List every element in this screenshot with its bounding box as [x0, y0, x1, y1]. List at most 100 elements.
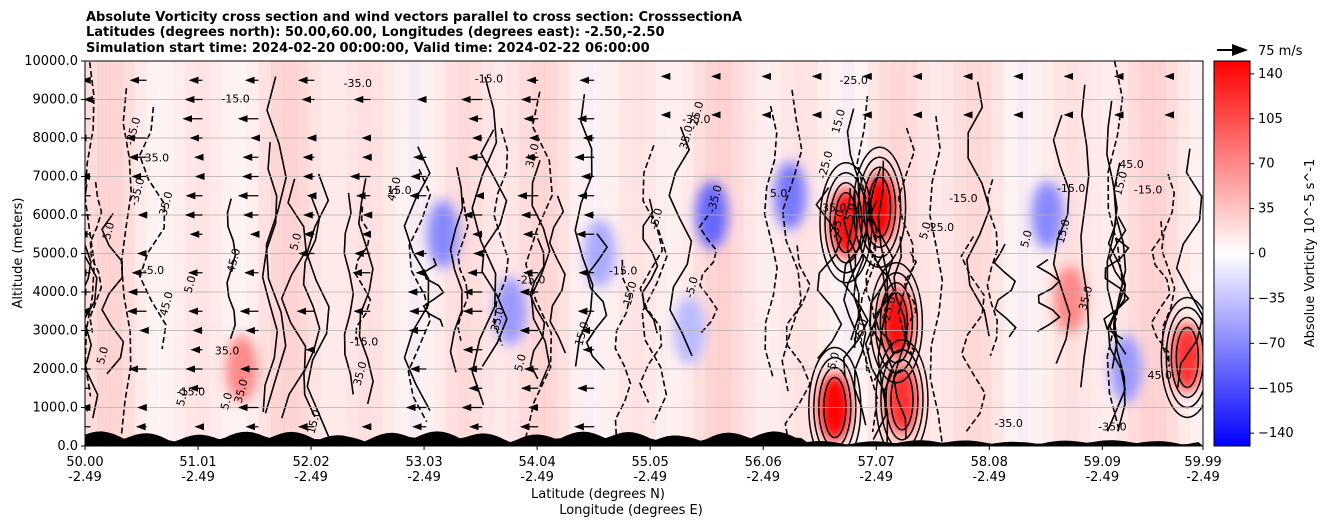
contour-loop: [857, 156, 902, 259]
chart-title-line-3: Simulation start time: 2024-02-20 00:00:…: [86, 41, 650, 56]
y-tick-label: 4000.0: [33, 285, 79, 300]
x-tick-label-lat: 54.04: [519, 455, 556, 470]
contour-label: 5.0: [917, 221, 934, 241]
colorbar: [1213, 60, 1251, 447]
contour-label: 35.0: [677, 124, 696, 151]
contour-labels: 45.035.035.0-35.0-15.045.05.035.0-15.015…: [94, 72, 1172, 435]
contour-line: [343, 192, 355, 395]
contour-line: [529, 238, 546, 380]
x-tick-label-lat: 59.09: [1084, 455, 1121, 470]
contour-label: -35.0: [1098, 420, 1126, 433]
contour-label: 5.0: [512, 353, 529, 373]
contour-loop: [1175, 326, 1200, 389]
x-tick-label-lat: 56.06: [745, 455, 782, 470]
contour-label: -5.0: [683, 275, 701, 299]
x-tick-label-lon: -2.49: [520, 470, 554, 485]
quiver-key-label: 75 m/s: [1258, 44, 1303, 59]
x-axis-label-latitude: Latitude (degrees N): [531, 487, 665, 502]
contour-loop: [875, 339, 929, 446]
contour-line: [842, 189, 869, 377]
colorbar-tick-label: −70: [1258, 336, 1285, 351]
y-tick-label: 9000.0: [33, 93, 79, 108]
contour-line: [407, 168, 432, 423]
colorbar-tick-label: 105: [1258, 112, 1283, 127]
contour-line: [456, 197, 469, 341]
contour-label: 35.0: [157, 190, 176, 217]
y-tick-label: 6000.0: [33, 208, 79, 223]
y-tick-label: 7000.0: [33, 170, 79, 185]
vorticity-hotspots: [225, 161, 1203, 442]
y-tick-label: 2000.0: [33, 362, 79, 377]
contour-loop: [1160, 296, 1203, 419]
contour-label: 45.0: [157, 290, 176, 317]
contour-line: [641, 145, 668, 424]
contour-line: [1035, 258, 1061, 333]
contour-label: 45.0: [224, 247, 243, 274]
x-tick-label-lon: -2.49: [68, 470, 102, 485]
contour-line: [781, 89, 803, 392]
vorticity-hotspot: [774, 161, 807, 230]
colorbar-tick-label: 35: [1258, 202, 1275, 217]
contour-label: 5.0: [94, 345, 111, 365]
contour-line: [993, 243, 1017, 338]
x-tick-label-lat: 57.07: [858, 455, 895, 470]
contour-line: [1175, 148, 1203, 388]
contour-label: -15.0: [221, 92, 249, 105]
colorbar-tick-label: −35: [1258, 291, 1285, 306]
contour-label: -25.0: [517, 273, 545, 286]
contour-label: 5.0: [1018, 229, 1035, 249]
x-tick-label-lat: 53.03: [405, 455, 442, 470]
contour-line: [89, 181, 103, 333]
contour-label: 5.0: [218, 391, 235, 411]
y-tick-label: 5000.0: [33, 247, 79, 262]
contour-label: -15.0: [1057, 182, 1085, 195]
colorbar-tick-label: 70: [1258, 157, 1275, 172]
contour-label: 35.0: [232, 378, 251, 405]
contour-label: 15.0: [305, 408, 324, 435]
x-tick-label-lat: 51.01: [179, 455, 216, 470]
chart-title-line-1: Absolute Vorticity cross section and win…: [86, 10, 742, 25]
x-tick-label-lon: -2.49: [972, 470, 1006, 485]
contour-loop: [834, 191, 858, 254]
y-axis-label: Altitude (meters): [11, 198, 26, 309]
contour-line: [856, 95, 879, 433]
contour-line: [986, 179, 999, 357]
contour-label: 5.0: [100, 221, 117, 241]
contour-label: 35.0: [351, 360, 370, 387]
contour-label: 45.0: [385, 175, 404, 202]
contour-line: [1052, 114, 1071, 364]
contour-line: [403, 146, 431, 411]
x-tick-label-lat: 55.05: [632, 455, 669, 470]
contour-label: 35.0: [1076, 285, 1095, 312]
contour-line: [846, 108, 861, 341]
contour-label: -15.0: [949, 192, 977, 205]
contour-line: [264, 76, 287, 414]
contour-line: [1080, 84, 1090, 388]
contour-label: 15.0: [1054, 218, 1073, 245]
contour-line: [784, 245, 811, 444]
contour-loop: [885, 359, 919, 441]
contour-label: -15.0: [1134, 183, 1162, 196]
y-tick-label: 1000.0: [33, 401, 79, 416]
contour-label: -15.0: [475, 72, 503, 85]
contour-loop: [852, 146, 907, 269]
contour-loop: [824, 171, 868, 274]
contour-label: 35.0: [215, 344, 240, 357]
contour-line: [903, 251, 918, 353]
contour-label: 35.0: [851, 317, 870, 344]
contour-line: [763, 105, 778, 377]
vorticity-hotspot: [1053, 265, 1086, 334]
x-tick-label-lat: 50.00: [66, 455, 103, 470]
contour-line: [897, 127, 916, 360]
x-tick-label-lat: 52.02: [292, 455, 329, 470]
colorbar-ticks: 140 105 70 35 0 −35 −70 −105 −140: [1250, 67, 1294, 441]
x-tick-label-lon: -2.49: [181, 470, 215, 485]
chart-title-line-2: Latitudes (degrees north): 50.00,60.00, …: [86, 25, 665, 40]
contour-line: [530, 160, 551, 387]
wind-vectors: [85, 72, 1174, 431]
contour-line: [639, 212, 664, 403]
contour-line: [280, 178, 307, 419]
contour-line: [1106, 222, 1127, 432]
